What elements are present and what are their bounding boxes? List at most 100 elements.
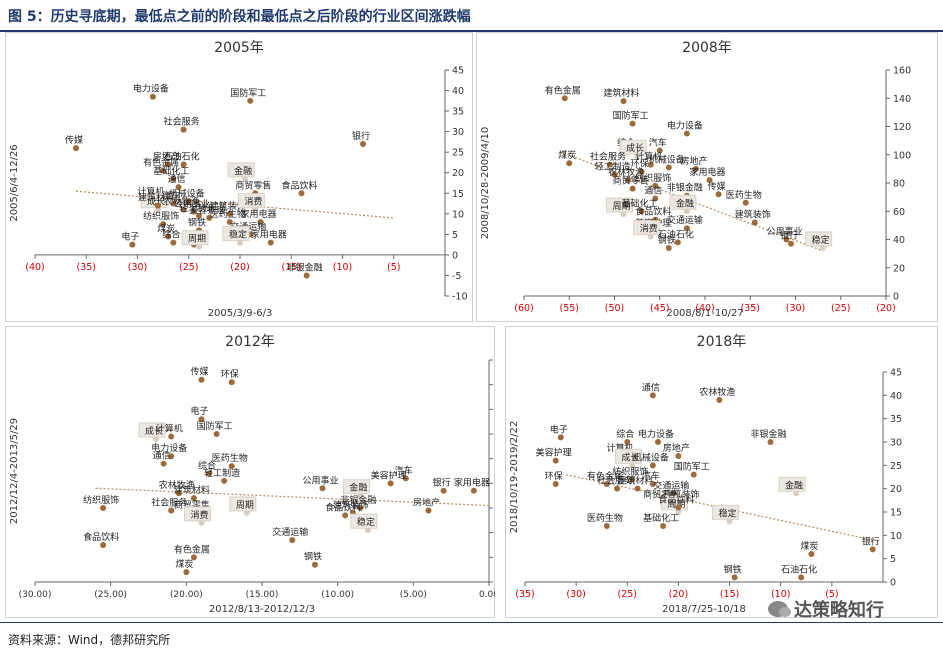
data-point — [221, 477, 228, 484]
point-label: 消费 — [244, 196, 262, 208]
data-point — [670, 490, 677, 497]
highlight-label-box — [237, 193, 265, 209]
data-point — [100, 505, 107, 511]
trendline — [75, 190, 394, 219]
point-label: 美容护理 — [536, 447, 572, 459]
data-point — [303, 272, 310, 279]
data-point — [683, 225, 690, 232]
point-label: 非银金融 — [287, 261, 323, 273]
x-tick-label: (10) — [333, 262, 353, 273]
point-label: 稳定 — [229, 229, 247, 241]
figure-title-bar: 图 5：历史寻底期，最低点之前的阶段和最低点之后阶段的行业区间涨跌幅 — [0, 0, 943, 32]
data-point — [706, 177, 713, 184]
point-label: 建筑装饰 — [735, 209, 771, 221]
point-label: 电子 — [190, 405, 208, 417]
data-point — [129, 241, 136, 248]
x-axis-label: 2018/7/25-10/18 — [662, 604, 746, 615]
data-point — [561, 95, 568, 102]
chart-frame — [476, 32, 938, 322]
data-point — [190, 208, 197, 215]
point-label: 纺织服饰 — [635, 172, 671, 184]
point-label: 建筑材料 — [138, 192, 174, 204]
x-tick-label: (35) — [76, 262, 96, 273]
wechat-icon — [768, 601, 791, 617]
point-label: 家用电器 — [454, 477, 490, 489]
data-point — [624, 439, 631, 445]
point-label: 金融 — [349, 482, 367, 494]
point-label: 有色金属 — [174, 543, 210, 555]
point-label: 电力设备 — [638, 428, 674, 440]
data-point — [634, 153, 641, 160]
data-point — [160, 167, 167, 174]
point-label: 建筑材料 — [174, 484, 210, 496]
point-label: 纺织服饰 — [612, 465, 648, 477]
data-point — [767, 439, 774, 445]
y-tick-label: 20 — [890, 484, 902, 495]
y-tick-label: 40 — [893, 235, 905, 246]
data-point — [629, 120, 636, 127]
data-point — [552, 457, 559, 464]
x-tick-label: (55) — [559, 303, 579, 314]
highlight-label-box — [614, 448, 642, 464]
point-label: 通信 — [167, 173, 185, 185]
y-tick-label: 45 — [452, 66, 464, 77]
data-point — [183, 569, 190, 576]
point-label: 消费 — [640, 223, 658, 235]
point-label: 电力设备 — [133, 83, 169, 95]
point-label: 农林牧渔 — [159, 479, 195, 491]
highlight-label-box — [669, 194, 697, 210]
data-point — [649, 392, 656, 399]
point-label: 煤炭 — [800, 540, 818, 552]
y-tick-label: 35 — [452, 107, 464, 118]
point-label: 计算机 — [156, 422, 183, 434]
point-label: 美容护理 — [371, 469, 407, 481]
y-tick-label: 80 — [893, 179, 905, 190]
point-label: 有色金属 — [545, 84, 581, 96]
data-point — [675, 453, 682, 459]
highlight-label-box — [619, 139, 647, 155]
data-point — [213, 431, 220, 437]
point-label: 传媒 — [65, 134, 83, 146]
data-point — [319, 485, 326, 492]
data-point — [228, 463, 235, 470]
point-label: 成长 — [621, 451, 639, 463]
point-label: 钢铁 — [658, 234, 676, 246]
data-point — [603, 523, 610, 529]
point-label: 电子 — [550, 423, 568, 435]
data-point — [243, 509, 250, 516]
point-label: 非银金融 — [340, 494, 376, 506]
point-label: 电力设备 — [667, 120, 703, 132]
point-label: 银行 — [433, 477, 451, 489]
point-label: 公用事业 — [766, 226, 802, 238]
x-tick-label: (5) — [825, 589, 838, 600]
x-tick-label: (20.00) — [170, 590, 203, 600]
point-label: 纺织服饰 — [143, 210, 179, 222]
y-tick-label: 25 — [890, 461, 902, 472]
data-point — [552, 481, 559, 487]
data-point — [180, 126, 187, 133]
point-label: 石油石化 — [781, 563, 817, 575]
point-label: 建筑装饰 — [333, 499, 369, 511]
data-point — [257, 219, 264, 226]
data-point — [190, 495, 197, 502]
x-axis-label: 2008/8/1-10/27 — [666, 308, 743, 319]
data-point — [557, 434, 564, 441]
point-label: 国防军工 — [613, 110, 649, 122]
point-label: 汽车 — [649, 137, 667, 149]
data-point — [647, 161, 654, 168]
point-label: 银行 — [862, 535, 880, 547]
point-label: 机械设备 — [169, 187, 205, 199]
data-point — [175, 184, 182, 191]
data-point — [206, 214, 213, 221]
point-label: 轻工制造 — [594, 161, 630, 173]
y-tick-label: -5 — [452, 271, 461, 282]
highlight-label-box — [606, 197, 634, 213]
footer-divider — [0, 622, 943, 623]
point-label: 稳定 — [812, 234, 830, 246]
point-label: 煤炭 — [558, 149, 576, 161]
point-label: 稳定 — [357, 516, 375, 528]
x-tick-label: (40) — [695, 303, 715, 314]
x-tick-label: (15) — [720, 589, 740, 600]
data-point — [357, 492, 364, 499]
data-point — [168, 507, 175, 514]
